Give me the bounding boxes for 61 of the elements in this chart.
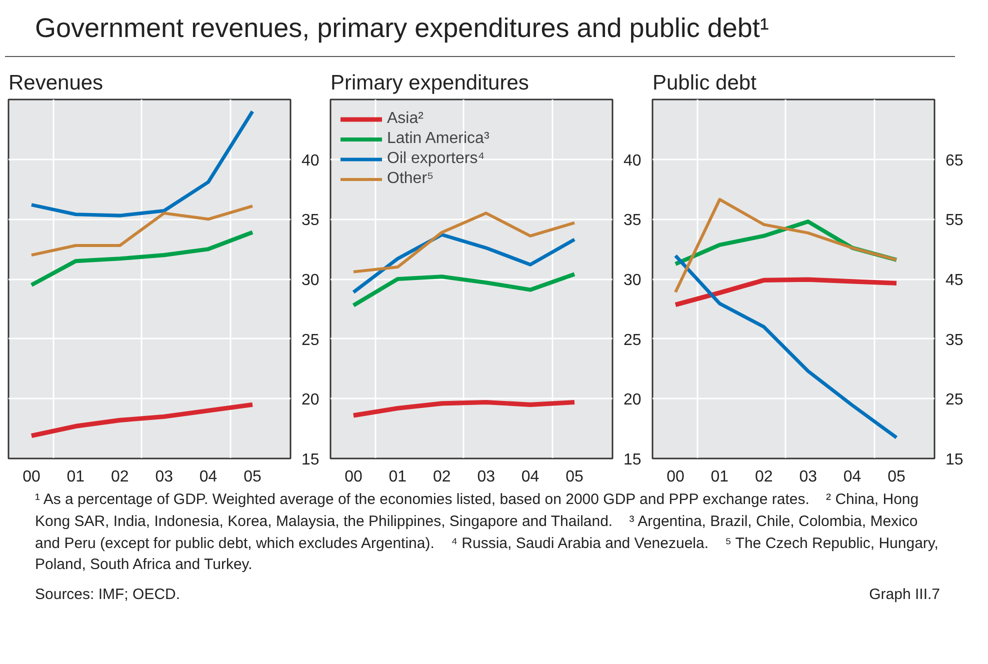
y-tick-label: 25: [624, 332, 642, 349]
source-note: Sources: IMF; OECD.: [35, 585, 180, 605]
x-tick-label: 01: [66, 468, 85, 486]
y-tick-label: 15: [946, 452, 964, 468]
x-tick-label: 01: [710, 468, 729, 486]
x-tick-label: 05: [888, 468, 906, 486]
x-tick-label: 01: [388, 468, 407, 486]
legend-label: Latin America³: [387, 130, 490, 148]
x-tick-label: 04: [199, 468, 218, 486]
y-tick-label: 35: [302, 212, 320, 230]
line-series: [674, 198, 898, 294]
y-tick-label: 45: [946, 272, 964, 289]
x-tick-label: 05: [244, 468, 262, 486]
chart-title: Primary expenditures: [330, 72, 529, 94]
line-series: [29, 230, 255, 288]
x-tick-label: 03: [477, 468, 496, 486]
legend-label: Asia²: [387, 110, 424, 128]
x-tick-label: 02: [432, 468, 451, 486]
line-series: [30, 110, 254, 218]
y-tick-label: 65: [946, 152, 964, 170]
text: Government revenues, primary expenditures and public debt¹: [5, 5, 955, 57]
x-tick-label: 00: [22, 468, 40, 486]
x-tick-label: 05: [566, 468, 584, 486]
y-tick-label: 30: [624, 272, 642, 289]
line-series: [351, 400, 577, 418]
x-tick-label: 04: [843, 468, 862, 486]
y-tick-label: 20: [624, 392, 642, 409]
line-series: [674, 254, 898, 440]
chart-subtitle: Revenues: [8, 72, 104, 94]
y-tick-label: 25: [946, 392, 964, 409]
x-tick-label: 02: [754, 468, 773, 486]
y-tick-label: 40: [624, 152, 642, 170]
y-tick-label: 30: [302, 272, 320, 289]
legend-label: Oil exporters⁴: [387, 150, 485, 168]
y-tick-label: 35: [624, 212, 642, 230]
text: Graph III.7: [869, 585, 940, 605]
text: Kong SAR, India, Indonesia, Korea, Malaysia, the Philippines, Singapore and Thailand. ³ Argentina, Brazil, Chile, Colombia, Mexico: [35, 512, 918, 530]
y-tick-label: 15: [624, 452, 642, 468]
chart-title: Public debt: [652, 72, 757, 94]
line-series: [673, 277, 899, 308]
line-series: [29, 402, 255, 438]
text: and Peru (except for public debt, which excludes Argentina). ⁴ Russia, Saudi Arabia and Venezuela. ⁵ The Czech Republic, Hungary,: [35, 534, 938, 552]
x-tick-label: 03: [155, 468, 174, 486]
x-tick-label: 03: [799, 468, 818, 486]
y-tick-label: 25: [302, 332, 320, 349]
legend-label: Other⁵: [387, 170, 434, 188]
y-tick-label: 55: [946, 212, 964, 230]
text: ¹ As a percentage of GDP. Weighted average of the economies listed, based on 2000 GDP and PPP exchange rates. ² China, Hong: [35, 491, 919, 508]
y-tick-label: 15: [302, 452, 320, 468]
y-tick-label: 35: [946, 332, 964, 349]
y-tick-label: 20: [302, 392, 320, 409]
text: Poland, South Africa and Turkey.: [35, 556, 252, 574]
x-tick-label: 04: [521, 468, 540, 486]
y-tick-label: 40: [302, 152, 320, 170]
line-series: [30, 204, 254, 257]
x-tick-label: 00: [666, 468, 684, 486]
line-series: [352, 212, 576, 274]
line-series: [351, 272, 577, 308]
line-series: [352, 232, 576, 294]
x-tick-label: 02: [110, 468, 129, 486]
x-tick-label: 00: [344, 468, 362, 486]
